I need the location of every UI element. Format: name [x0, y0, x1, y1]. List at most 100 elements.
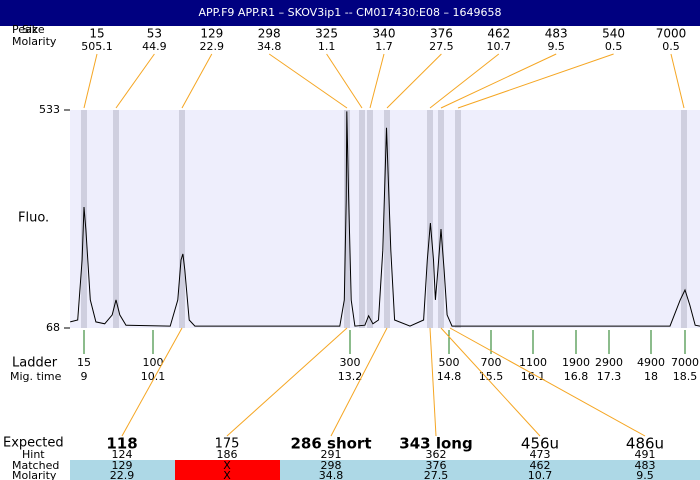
peak-band [344, 110, 350, 328]
match-connector [330, 327, 388, 437]
match-connector [449, 327, 646, 437]
ladder-size: 15 [77, 356, 91, 369]
y-tick-label: 68 [46, 321, 60, 334]
peak-size: 7000 [656, 27, 687, 41]
expected-value: 118 [106, 435, 137, 453]
hint-value: 362 [426, 448, 447, 461]
peak-size: 540 [602, 27, 625, 41]
expected-value: 486u [626, 435, 664, 453]
hint-label: Hint [22, 448, 45, 461]
peak-connector [268, 53, 348, 109]
missing-cell [175, 460, 280, 480]
hint-value: 491 [635, 448, 656, 461]
ladder-size: 2900 [595, 356, 623, 369]
peak-connector [181, 53, 213, 109]
ladder-size: 4900 [637, 356, 665, 369]
peak-size: 298 [258, 27, 281, 41]
peak-connector [386, 53, 442, 109]
expected-label: Expected [3, 436, 64, 451]
peak-band [384, 110, 390, 328]
ladder-time: 10.1 [141, 370, 166, 383]
expected-value: 343 long [399, 435, 472, 453]
expected-value: 456u [521, 435, 559, 453]
ladder-size: 500 [439, 356, 460, 369]
molarity-value: 34.8 [319, 469, 344, 480]
peak-connector [115, 53, 155, 109]
expected-value: 286 short [290, 435, 371, 453]
molarity-value: 9.5 [636, 469, 654, 480]
peak-row-label: Peak [12, 23, 39, 36]
molarity-value: 22.9 [110, 469, 135, 480]
peak-molarity: 34.8 [257, 40, 282, 53]
peak-size: 15 [89, 27, 104, 41]
peak-connector [440, 53, 557, 109]
matched-label: Matched [12, 459, 59, 472]
peak-molarity: 0.5 [605, 40, 623, 53]
trace [70, 111, 700, 327]
y-tick-label: 533 [39, 103, 60, 116]
hint-value: 186 [217, 448, 238, 461]
peak-connector [429, 53, 500, 109]
peak-size: 483 [545, 27, 568, 41]
title-bar [0, 0, 700, 26]
ladder-time: 14.8 [437, 370, 462, 383]
peak-band [681, 110, 687, 328]
peak-molarity: 1.1 [318, 40, 336, 53]
molarity-value: 10.7 [528, 469, 553, 480]
peak-connector [326, 53, 363, 109]
peak-band [367, 110, 373, 328]
peak-band [455, 110, 461, 328]
matched-value: X [223, 459, 231, 472]
hint-value: 473 [530, 448, 551, 461]
match-connector [429, 327, 437, 437]
ladder-size: 1900 [562, 356, 590, 369]
peak-connector [83, 53, 98, 109]
ladder-size: 7000 [671, 356, 699, 369]
peak-molarity: 9.5 [547, 40, 565, 53]
molarity-label: Molarity [12, 469, 57, 480]
peak-connector [457, 53, 614, 109]
matched-value: 129 [112, 459, 133, 472]
peak-molarity: 10.7 [487, 40, 512, 53]
peak-size: 462 [487, 27, 510, 41]
matched-value: 483 [635, 459, 656, 472]
peak-size: 376 [430, 27, 453, 41]
peak-molarity: 0.5 [662, 40, 680, 53]
matched-bg [70, 460, 700, 480]
matched-value: 462 [530, 459, 551, 472]
match-connector [121, 327, 183, 437]
hint-value: 291 [321, 448, 342, 461]
peak-molarity: 1.7 [375, 40, 393, 53]
peak-connector [670, 53, 685, 109]
peak-molarity: 505.1 [81, 40, 113, 53]
peak-band [113, 110, 119, 328]
y-axis-label: Fluo. [18, 211, 49, 226]
ladder-size: 100 [143, 356, 164, 369]
peak-connector [369, 53, 385, 109]
match-connector [440, 327, 541, 437]
molarity-row-label: Molarity [12, 35, 57, 48]
ladder-time: 17.3 [597, 370, 622, 383]
size-row-label: Size [22, 23, 45, 36]
matched-value: 376 [426, 459, 447, 472]
peak-size: 53 [147, 27, 162, 41]
peak-molarity: 22.9 [200, 40, 225, 53]
peak-band [427, 110, 433, 328]
title: APP.F9 APP.R1 – SKOV3ip1 -- CM017430:E08… [199, 6, 502, 19]
matched-value: 298 [321, 459, 342, 472]
ladder-time: 18 [644, 370, 658, 383]
ladder-label: Ladder [12, 356, 58, 371]
peak-size: 129 [200, 27, 223, 41]
ladder-time: 9 [81, 370, 88, 383]
peak-band [179, 110, 185, 328]
peak-molarity: 44.9 [142, 40, 167, 53]
ladder-time: 15.5 [479, 370, 504, 383]
ladder-size: 300 [340, 356, 361, 369]
ladder-time: 18.5 [673, 370, 698, 383]
molarity-value: 27.5 [424, 469, 449, 480]
ladder-size: 1100 [519, 356, 547, 369]
peak-molarity: 27.5 [429, 40, 454, 53]
molarity-value: X [223, 469, 231, 480]
match-connector [226, 327, 348, 437]
